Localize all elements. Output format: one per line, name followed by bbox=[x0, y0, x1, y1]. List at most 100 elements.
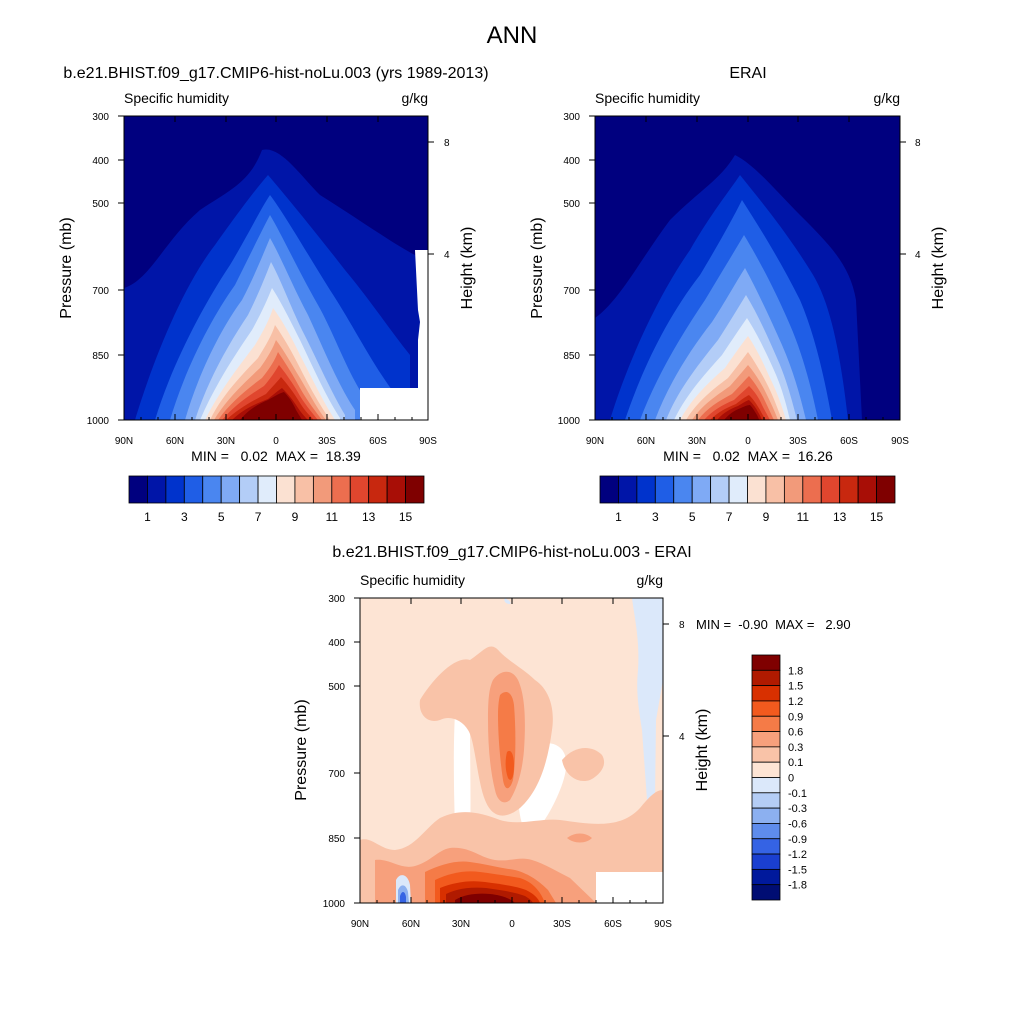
colorbar-tick-label: -1.8 bbox=[788, 880, 807, 892]
colorbar-box bbox=[599, 475, 619, 504]
colorbar-tick-label: 11 bbox=[797, 510, 810, 524]
right-tick-label: 8 bbox=[444, 138, 450, 149]
y-tick-label: 500 bbox=[563, 199, 580, 210]
y-ticks bbox=[589, 115, 906, 421]
x-tick-label: 60S bbox=[840, 436, 858, 447]
colorbar-box bbox=[368, 475, 388, 504]
x-tick-label: 30S bbox=[318, 436, 336, 447]
colorbar-box bbox=[783, 475, 804, 504]
x-tick-label: 90S bbox=[654, 919, 672, 930]
colorbar-tick-label: 0.6 bbox=[788, 727, 803, 739]
right-axis-label: Height (km) bbox=[459, 227, 476, 310]
left-string: Specific humidity bbox=[360, 572, 465, 588]
y-axis-label: Pressure (mb) bbox=[529, 217, 546, 318]
colorbar-box bbox=[331, 475, 351, 504]
y-axis: 300 400 500 700 850 1000 bbox=[87, 112, 110, 427]
colorbar-box bbox=[751, 884, 781, 901]
y-tick-label: 500 bbox=[328, 682, 345, 693]
x-tick-label: 30N bbox=[688, 436, 706, 447]
y-tick-label: 1000 bbox=[323, 899, 346, 910]
colorbar-box bbox=[636, 475, 656, 504]
x-tick-label: 60N bbox=[166, 436, 184, 447]
x-axis: 90N 60N 30N 0 30S 60S 90S bbox=[115, 436, 437, 447]
colorbar-box bbox=[673, 475, 693, 504]
colorbar-tick-label: 9 bbox=[292, 510, 299, 524]
y-tick-label: 400 bbox=[563, 156, 580, 167]
colorbar-box bbox=[820, 475, 841, 504]
x-tick-label: 0 bbox=[509, 919, 515, 930]
x-tick-label: 60S bbox=[604, 919, 622, 930]
colorbar-tick-label: 3 bbox=[652, 510, 659, 524]
colorbar-tick-label: 1.2 bbox=[788, 696, 803, 708]
right-tick-label: 8 bbox=[679, 620, 685, 631]
left-string: Specific humidity bbox=[595, 90, 700, 106]
x-tick-label: 90S bbox=[891, 436, 909, 447]
colorbar-box bbox=[751, 777, 781, 794]
colorbar-tick-label: 9 bbox=[763, 510, 770, 524]
colorbar-box bbox=[751, 761, 781, 778]
y-tick-label: 300 bbox=[92, 112, 109, 123]
colorbar-tick-label: 1.8 bbox=[788, 665, 803, 677]
colorbar-tick-label: -0.6 bbox=[788, 818, 807, 830]
colorbar-box bbox=[312, 475, 333, 504]
y-tick-label: 1000 bbox=[87, 416, 110, 427]
y-tick-label: 500 bbox=[92, 199, 109, 210]
panel-title: b.e21.BHIST.f09_g17.CMIP6-hist-noLu.003 … bbox=[332, 544, 691, 561]
units-string: g/kg bbox=[402, 90, 428, 106]
min-max-stats: MIN = 0.02 MAX = 18.39 bbox=[191, 448, 361, 464]
colorbar-box bbox=[405, 475, 425, 504]
colorbar-box bbox=[239, 475, 259, 504]
colorbar-box bbox=[728, 475, 748, 504]
colorbar-tick-label: 7 bbox=[726, 510, 733, 524]
colorbar-box bbox=[751, 853, 781, 870]
x-ticks bbox=[123, 116, 429, 420]
y-tick-label: 700 bbox=[92, 286, 109, 297]
colorbar-tick-label: 0 bbox=[788, 773, 794, 785]
colorbar-box bbox=[183, 475, 204, 504]
colorbar-box bbox=[802, 475, 822, 504]
colorbar-tick-label: -0.3 bbox=[788, 803, 807, 815]
panel-model: b.e21.BHIST.f09_g17.CMIP6-hist-noLu.003 … bbox=[58, 65, 489, 524]
x-tick-label: 30S bbox=[789, 436, 807, 447]
colorbar-box bbox=[751, 654, 781, 671]
x-tick-label: 90N bbox=[586, 436, 604, 447]
x-axis: 90N 60N 30N 0 30S 60S 90S bbox=[351, 919, 672, 930]
panel-title: b.e21.BHIST.f09_g17.CMIP6-hist-noLu.003 … bbox=[63, 65, 488, 82]
min-max-stats: MIN = 0.02 MAX = 16.26 bbox=[663, 448, 833, 464]
colorbar-box bbox=[710, 475, 730, 504]
x-tick-label: 30N bbox=[217, 436, 235, 447]
colorbar-box bbox=[691, 475, 712, 504]
colorbar-box bbox=[202, 475, 222, 504]
x-axis: 90N 60N 30N 0 30S 60S 90S bbox=[586, 436, 909, 447]
left-string: Specific humidity bbox=[124, 90, 229, 106]
contour-field bbox=[124, 116, 428, 420]
x-ticks bbox=[594, 116, 901, 420]
colorbar-tick-label: 13 bbox=[362, 510, 376, 524]
x-tick-label: 60N bbox=[402, 919, 420, 930]
y-tick-label: 700 bbox=[563, 286, 580, 297]
colorbar-box bbox=[386, 475, 406, 504]
y-tick-label: 400 bbox=[92, 156, 109, 167]
right-axis-label: Height (km) bbox=[930, 227, 947, 310]
colorbar-box bbox=[751, 700, 781, 717]
contour-field bbox=[360, 598, 663, 903]
colorbar-box bbox=[220, 475, 241, 504]
right-tick-label: 8 bbox=[915, 138, 921, 149]
y-axis-label: Pressure (mb) bbox=[58, 217, 75, 318]
x-tick-label: 0 bbox=[273, 436, 279, 447]
colorbar-tick-label: 5 bbox=[218, 510, 225, 524]
colorbar-box bbox=[751, 838, 781, 855]
units-string: g/kg bbox=[637, 572, 663, 588]
colorbar-box bbox=[751, 807, 781, 824]
x-tick-label: 30S bbox=[553, 919, 571, 930]
y-tick-label: 300 bbox=[563, 112, 580, 123]
colorbar-tick-label: -1.2 bbox=[788, 849, 807, 861]
colorbar: 1.8 1.5 1.2 0.9 0.6 0.3 0.1 0 -0.1 -0.3 -0.6 -0.9 -1… bbox=[751, 654, 807, 901]
x-tick-label: 90N bbox=[115, 436, 133, 447]
panel-difference: b.e21.BHIST.f09_g17.CMIP6-hist-noLu.003 … bbox=[293, 544, 851, 930]
colorbar-box bbox=[765, 475, 785, 504]
min-max-stats: MIN = -0.90 MAX = 2.90 bbox=[696, 617, 851, 632]
units-string: g/kg bbox=[874, 90, 900, 106]
y-tick-label: 850 bbox=[92, 351, 109, 362]
colorbar-tick-label: 13 bbox=[833, 510, 847, 524]
